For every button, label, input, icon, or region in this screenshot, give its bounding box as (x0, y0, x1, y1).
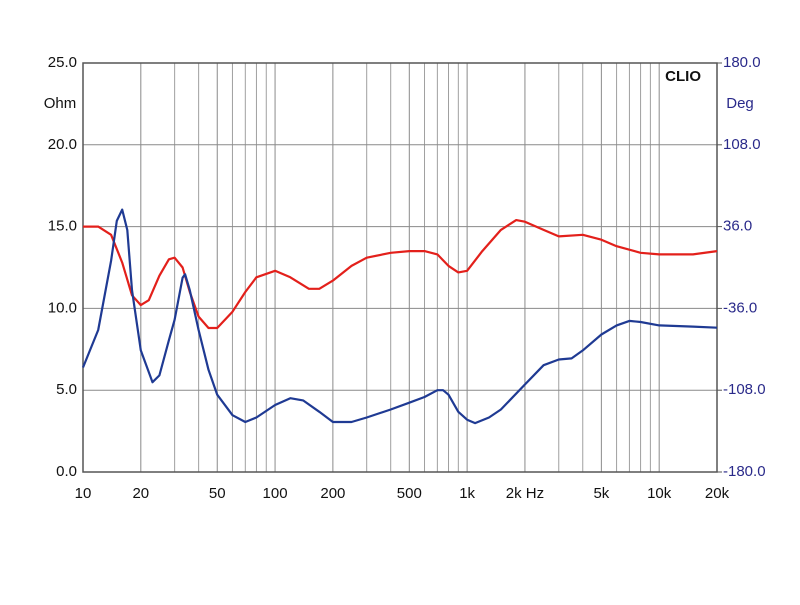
y2-tick-label: 108.0 (723, 136, 761, 153)
x-tick-label: 5k (593, 485, 609, 502)
y2-tick-label: -108.0 (723, 381, 766, 398)
x-tick-label: 10k (647, 485, 672, 502)
y2-tick-label: 36.0 (723, 218, 752, 235)
y2-tick-label: -36.0 (723, 299, 757, 316)
x-tick-label: 50 (209, 485, 226, 502)
x-tick-label: 20 (132, 485, 149, 502)
y-tick-label: 15.0 (48, 218, 77, 235)
x-tick-label: 10 (75, 485, 92, 502)
x-tick-label: 20k (705, 485, 730, 502)
x-tick-label: 100 (263, 485, 288, 502)
y-tick-label: 20.0 (48, 136, 77, 153)
impedance-line (83, 219, 718, 330)
phase-line (81, 208, 718, 425)
y2-tick-label: -180.0 (723, 463, 766, 480)
chart-title: CLIO (665, 68, 701, 85)
y-tick-label: 10.0 (48, 299, 77, 316)
y2-axis-label: Deg (726, 95, 754, 112)
x-tick-label: 200 (320, 485, 345, 502)
y-tick-label: 5.0 (56, 381, 77, 398)
y-tick-label: 0.0 (56, 463, 77, 480)
x-tick-label: 2k Hz (506, 485, 544, 502)
y2-tick-label: 180.0 (723, 54, 761, 71)
y-tick-label: 25.0 (48, 54, 77, 71)
x-tick-label: 500 (397, 485, 422, 502)
plot-border (82, 62, 718, 473)
y-axis-label: Ohm (44, 95, 77, 112)
x-tick-label: 1k (459, 485, 475, 502)
